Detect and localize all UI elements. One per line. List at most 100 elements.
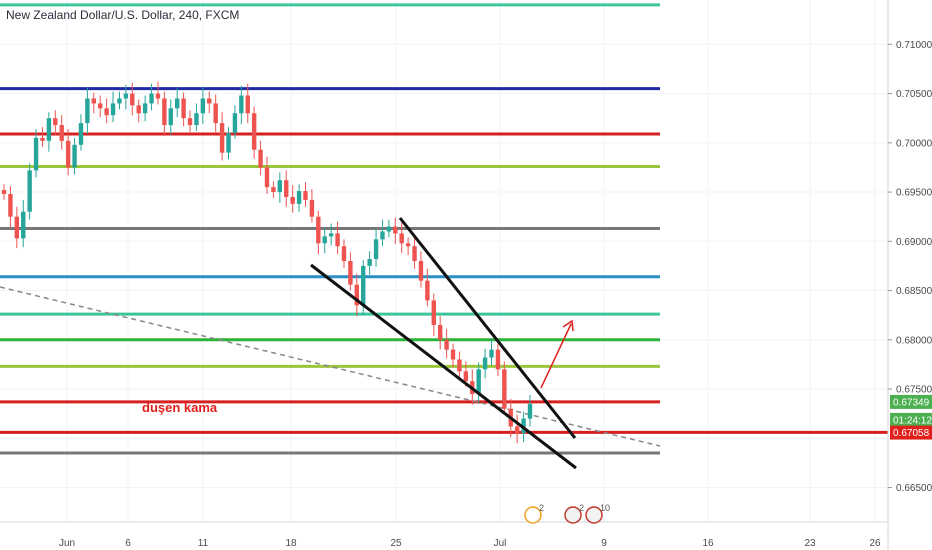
candle-body bbox=[361, 265, 366, 306]
candle-body bbox=[27, 170, 32, 212]
candle-body bbox=[207, 98, 212, 104]
candle-body bbox=[514, 426, 520, 434]
candle-body bbox=[251, 113, 257, 150]
candle-body bbox=[181, 98, 186, 119]
wedge-upper-line bbox=[398, 217, 577, 439]
candle-body bbox=[14, 216, 20, 239]
us-flag-icon bbox=[585, 506, 603, 524]
candle-body bbox=[425, 280, 430, 301]
y-tick-label: 0.68000 bbox=[896, 335, 932, 346]
candle-body bbox=[284, 180, 289, 197]
candle-body bbox=[245, 95, 250, 114]
candle-body bbox=[264, 167, 270, 188]
candle-body bbox=[174, 98, 180, 109]
candle-body bbox=[85, 98, 90, 124]
us-flag-icon bbox=[564, 506, 582, 524]
candle-body bbox=[239, 95, 244, 114]
price-badge bbox=[890, 412, 932, 427]
candle-body bbox=[155, 93, 161, 99]
x-tick-label: 18 bbox=[285, 538, 297, 549]
candle-body bbox=[296, 191, 302, 204]
breakout-arrow-head bbox=[562, 319, 574, 332]
candle-body bbox=[450, 349, 456, 360]
candle-body bbox=[348, 261, 353, 285]
candle-body bbox=[303, 191, 308, 200]
candle-body bbox=[457, 359, 462, 372]
candle-body bbox=[110, 103, 116, 116]
candle-body bbox=[59, 125, 64, 141]
candle-body bbox=[8, 194, 13, 217]
candle-body bbox=[168, 108, 173, 126]
candle-body bbox=[149, 93, 154, 104]
breakout-arrow bbox=[540, 323, 572, 389]
candle-body bbox=[1, 190, 7, 195]
wedge-annotation: duşen kama bbox=[142, 400, 218, 415]
candle-body bbox=[380, 231, 385, 240]
price-badge-label: 0.67058 bbox=[893, 428, 930, 439]
candle-body bbox=[277, 180, 283, 193]
price-badge-label: 01:24:12 bbox=[893, 415, 932, 426]
candle-body bbox=[200, 98, 206, 114]
candle-body bbox=[72, 144, 77, 168]
candle-body bbox=[98, 103, 103, 109]
candle-body bbox=[65, 140, 71, 168]
candle-body bbox=[271, 187, 276, 193]
candle-body bbox=[341, 246, 347, 261]
candle-body bbox=[194, 113, 199, 126]
event-count: 2 bbox=[539, 503, 544, 513]
candle-body bbox=[91, 98, 97, 104]
candle-body bbox=[162, 98, 167, 126]
wedge-lower-line bbox=[310, 263, 577, 470]
candle-body bbox=[219, 123, 225, 153]
candle-body bbox=[495, 349, 501, 370]
candle-body bbox=[527, 403, 533, 419]
candle-body bbox=[78, 123, 84, 145]
candle-body bbox=[373, 239, 379, 260]
candle-body bbox=[142, 103, 148, 114]
candle-body bbox=[117, 98, 122, 104]
candle-body bbox=[405, 243, 411, 247]
y-tick-label: 0.71000 bbox=[896, 40, 932, 51]
candle-body bbox=[476, 369, 481, 394]
candle-body bbox=[226, 132, 231, 153]
chart-title: New Zealand Dollar/U.S. Dollar, 240, FXC… bbox=[6, 8, 240, 22]
candle-body bbox=[412, 246, 417, 261]
x-tick-label: Jun bbox=[59, 538, 75, 549]
x-tick-label: 26 bbox=[869, 538, 881, 549]
candle-body bbox=[431, 300, 436, 326]
candle-body bbox=[393, 226, 398, 234]
candle-body bbox=[187, 118, 193, 126]
event-count: 10 bbox=[600, 503, 610, 513]
candle-body bbox=[367, 259, 372, 266]
candle-body bbox=[502, 369, 507, 409]
candle-body bbox=[136, 105, 141, 114]
candle-body bbox=[489, 349, 494, 358]
candle-body bbox=[290, 196, 295, 204]
candle-body bbox=[437, 325, 443, 340]
candle-body bbox=[482, 357, 488, 370]
candle-body bbox=[123, 93, 129, 99]
candle-body bbox=[33, 137, 39, 171]
y-tick-label: 0.70000 bbox=[896, 138, 932, 149]
event-count: 2 bbox=[579, 503, 584, 513]
x-tick-label: 9 bbox=[601, 538, 607, 549]
candle-body bbox=[316, 216, 321, 244]
x-tick-label: 11 bbox=[198, 538, 209, 549]
x-tick-label: Jul bbox=[494, 538, 507, 549]
earnings-icon bbox=[524, 506, 542, 524]
candle-body bbox=[40, 137, 45, 141]
candle-body bbox=[46, 118, 52, 141]
x-tick-label: 16 bbox=[702, 538, 714, 549]
y-tick-label: 0.67500 bbox=[896, 385, 932, 396]
candle-body bbox=[21, 211, 26, 239]
y-tick-label: 0.69500 bbox=[896, 188, 932, 199]
candle-body bbox=[463, 371, 469, 382]
candle-body bbox=[354, 284, 360, 306]
candle-body bbox=[130, 93, 135, 106]
candle-body bbox=[386, 226, 392, 232]
candle-body bbox=[232, 113, 238, 133]
candle-body bbox=[104, 108, 109, 116]
candle-body bbox=[444, 339, 449, 350]
